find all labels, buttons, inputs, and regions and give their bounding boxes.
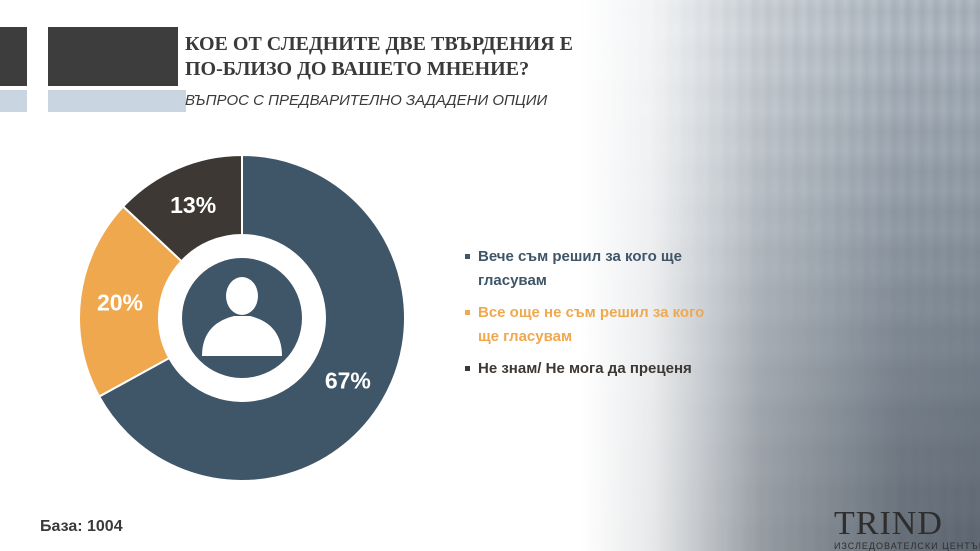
logo-wordmark: TRIND: [834, 505, 943, 542]
decor-bar-light: [48, 90, 186, 112]
sample-base-label: База: 1004: [40, 518, 123, 535]
data-label-dont-know: 13%: [170, 192, 216, 218]
logo-tagline: ИЗСЛЕДОВАТЕЛСКИ ЦЕНТЪР: [834, 541, 980, 551]
legend-label-undecided: Все още не съм решил за кого ще гласувам: [478, 304, 705, 345]
person-icon-body: [202, 316, 282, 356]
legend-marker-dont-know: [465, 366, 470, 371]
decor-bar-dark: [48, 27, 178, 86]
legend-label-dont-know: Не знам/ Не мога да преценя: [478, 360, 692, 377]
company-logo: TRIND ИЗСЛЕДОВАТЕЛСКИ ЦЕНТЪР: [830, 505, 980, 551]
donut-chart: 67% 20% 13%: [78, 153, 406, 482]
legend-item-decided: Вече съм решил за кого ще гласувам: [465, 245, 705, 293]
background-photo-fade: [580, 0, 980, 551]
slide-subtitle: ВЪПРОС С ПРЕДВАРИТЕЛНО ЗАДАДЕНИ ОПЦИИ: [185, 92, 548, 109]
data-label-undecided: 20%: [97, 290, 143, 316]
decor-bar-dark-left: [0, 27, 27, 86]
legend-marker-undecided: [465, 310, 470, 315]
legend-marker-decided: [465, 254, 470, 259]
legend-label-decided: Вече съм решил за кого ще гласувам: [478, 248, 682, 289]
legend-item-undecided: Все още не съм решил за кого ще гласувам: [465, 301, 705, 349]
decor-bar-light-left: [0, 90, 27, 112]
slide-title: КОЕ ОТ СЛЕДНИТЕ ДВЕ ТВЪРДЕНИЯ Е ПО-БЛИЗО…: [185, 33, 573, 80]
data-label-decided: 67%: [325, 368, 371, 394]
legend-item-dont-know: Не знам/ Не мога да преценя: [465, 357, 705, 381]
chart-legend: Вече съм решил за кого ще гласувам Все о…: [465, 245, 705, 389]
person-icon: [202, 277, 282, 356]
person-icon-head: [226, 277, 258, 315]
